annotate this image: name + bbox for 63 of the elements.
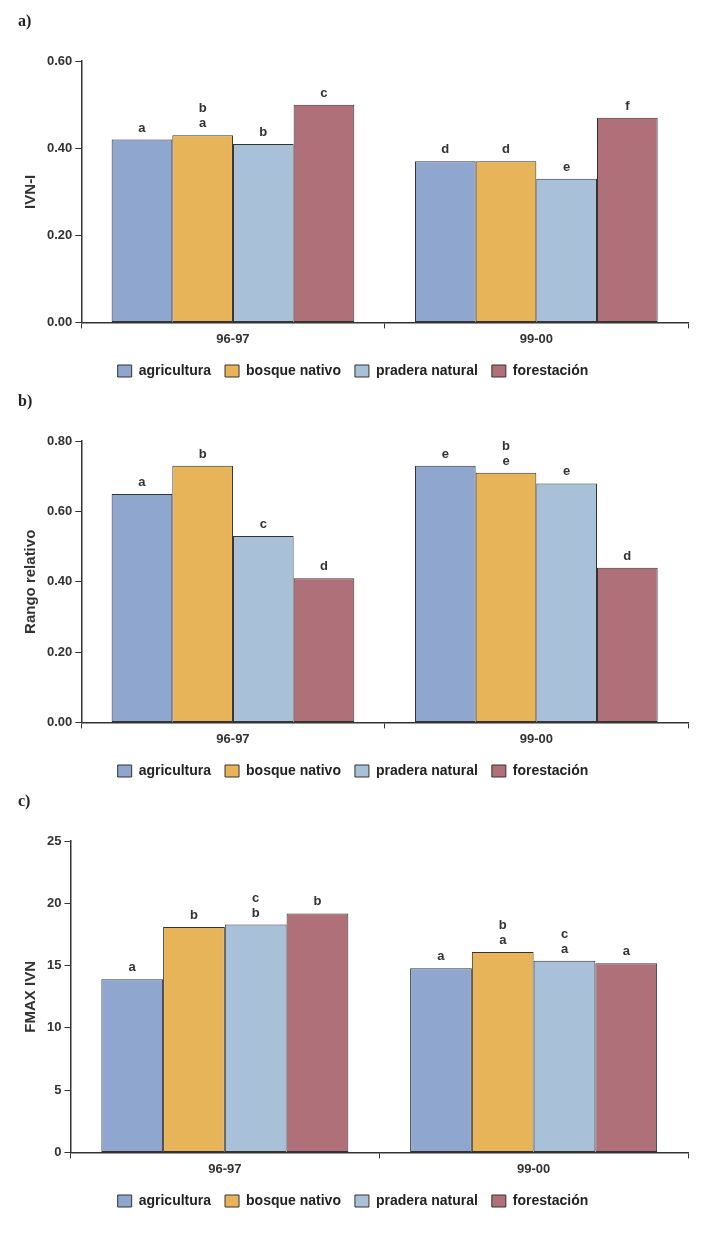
- data-label: d: [623, 547, 632, 563]
- data-label: a: [128, 959, 137, 975]
- legend-label: bosque nativo: [246, 361, 341, 378]
- x-tick-label: 96-97: [216, 330, 250, 346]
- x-tick-label: 99-00: [519, 330, 553, 346]
- legend-label: forestación: [512, 761, 589, 778]
- legend-label: agricultura: [138, 1191, 212, 1208]
- y-tick-label: 10: [46, 1019, 62, 1035]
- chart-title: c): [18, 791, 31, 810]
- y-tick-label: 0.60: [46, 503, 73, 519]
- y-tick-label: 0.80: [46, 432, 73, 448]
- y-axis-title: FMAX IVN: [21, 960, 39, 1033]
- legend-label: bosque nativo: [246, 761, 341, 778]
- chart-title: b): [18, 391, 33, 410]
- y-tick-label: 0.20: [46, 643, 73, 659]
- data-label: b: [189, 907, 198, 923]
- y-tick-label: 0.40: [46, 573, 73, 589]
- data-label: a: [437, 948, 446, 964]
- data-label: a: [622, 943, 631, 959]
- data-label: c b: [251, 889, 260, 920]
- y-tick-label: 0.20: [46, 226, 73, 242]
- legend-label: pradera natural: [375, 761, 478, 778]
- x-tick-label: 96-97: [216, 730, 250, 746]
- y-tick-label: 0.00: [46, 713, 73, 729]
- data-label: b: [313, 893, 322, 909]
- y-tick-label: 0.40: [46, 139, 73, 155]
- data-label: b a: [498, 917, 508, 948]
- data-label: a: [138, 119, 147, 135]
- data-label: e: [563, 463, 571, 479]
- legend-label: pradera natural: [375, 361, 478, 378]
- data-label: b: [259, 123, 268, 139]
- y-axis-title: IVN-I: [21, 174, 39, 209]
- data-label: d: [441, 141, 450, 157]
- y-tick-label: 5: [54, 1081, 62, 1097]
- data-label: d: [320, 558, 328, 574]
- data-label: b a: [198, 100, 208, 131]
- data-label: e: [441, 445, 449, 461]
- y-axis-title: Rango relativo: [21, 529, 39, 634]
- y-tick-label: 20: [46, 895, 62, 911]
- data-label: b: [198, 445, 207, 461]
- data-label: b e: [502, 437, 511, 468]
- legend-label: bosque nativo: [246, 1191, 341, 1208]
- legend-label: forestación: [512, 1191, 589, 1208]
- x-tick-label: 99-00: [519, 730, 553, 746]
- y-tick-label: 0: [54, 1143, 62, 1159]
- data-label: c: [259, 516, 267, 532]
- data-label: d: [502, 141, 511, 157]
- data-label: a: [138, 474, 147, 489]
- y-tick-label: 15: [46, 957, 62, 973]
- legend-label: forestación: [512, 361, 589, 378]
- y-tick-label: 0.60: [46, 52, 73, 68]
- x-tick-label: 96-97: [208, 1160, 242, 1176]
- data-label: c a: [560, 925, 569, 956]
- y-tick-label: 25: [46, 832, 62, 848]
- data-label: f: [625, 97, 631, 113]
- legend-label: agricultura: [138, 361, 212, 378]
- legend-label: agricultura: [138, 761, 212, 778]
- chart-title: a): [18, 11, 32, 30]
- y-tick-label: 0.00: [46, 313, 73, 329]
- data-label: e: [563, 158, 571, 174]
- x-tick-label: 99-00: [516, 1160, 551, 1176]
- data-label: c: [320, 84, 328, 100]
- legend-label: pradera natural: [375, 1191, 478, 1208]
